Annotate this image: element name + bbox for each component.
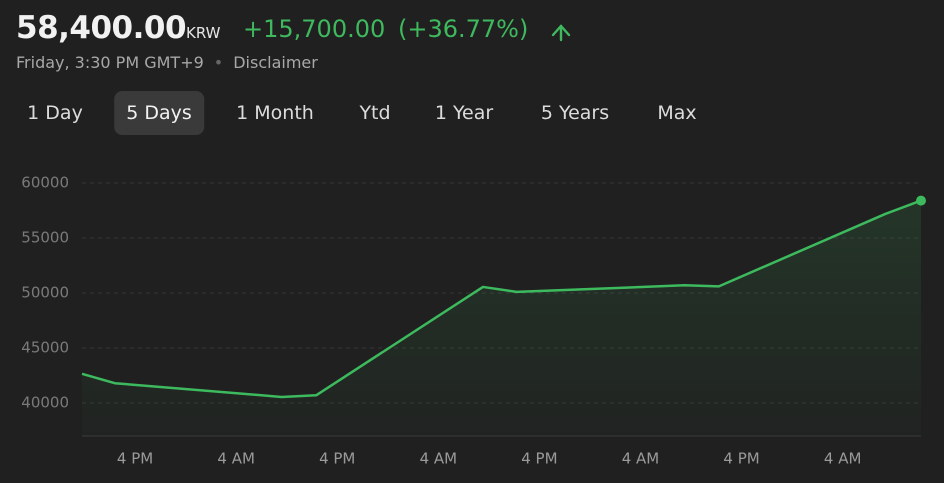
x-tick-label: 4 AM <box>824 450 862 468</box>
range-tab[interactable]: Ytd <box>359 102 391 124</box>
change: +15,700.00 <box>243 15 386 43</box>
x-tick-label: 4 PM <box>117 450 153 468</box>
y-tick-label: 40000 <box>21 394 69 412</box>
x-tick-label: 4 AM <box>217 450 255 468</box>
separator: • <box>213 53 224 72</box>
price: 58,400.00 <box>16 10 187 46</box>
range-tab[interactable]: 1 Day <box>27 102 83 124</box>
x-tick-label: 4 PM <box>521 450 557 468</box>
price-line <box>81 199 922 399</box>
range-tab[interactable]: 1 Year <box>434 102 494 124</box>
subtitle: Friday, 3:30 PM GMT+9 • Disclaimer <box>16 53 318 72</box>
end-dot <box>916 195 926 206</box>
area-fill <box>82 200 921 436</box>
y-tick-label: 55000 <box>21 229 69 247</box>
x-tick-label: 4 PM <box>319 450 355 468</box>
x-tick-label: 4 AM <box>622 450 660 468</box>
x-tick-label: 4 AM <box>420 450 458 468</box>
range-tab[interactable]: 5 Years <box>540 102 610 124</box>
change-percent: (+36.77%) <box>398 15 529 43</box>
x-tick-label: 4 PM <box>723 450 759 468</box>
y-tick-label: 60000 <box>21 174 69 192</box>
y-tick-label: 50000 <box>21 284 69 302</box>
up-arrow-icon <box>551 24 571 42</box>
disclaimer-link[interactable]: Disclaimer <box>233 53 318 72</box>
timestamp: Friday, 3:30 PM GMT+9 <box>16 53 204 72</box>
range-tab[interactable]: 5 Days <box>114 91 204 135</box>
currency: KRW <box>186 24 221 42</box>
range-tab[interactable]: Max <box>657 102 697 124</box>
y-tick-label: 45000 <box>21 339 69 357</box>
range-tab[interactable]: 1 Month <box>236 102 314 124</box>
